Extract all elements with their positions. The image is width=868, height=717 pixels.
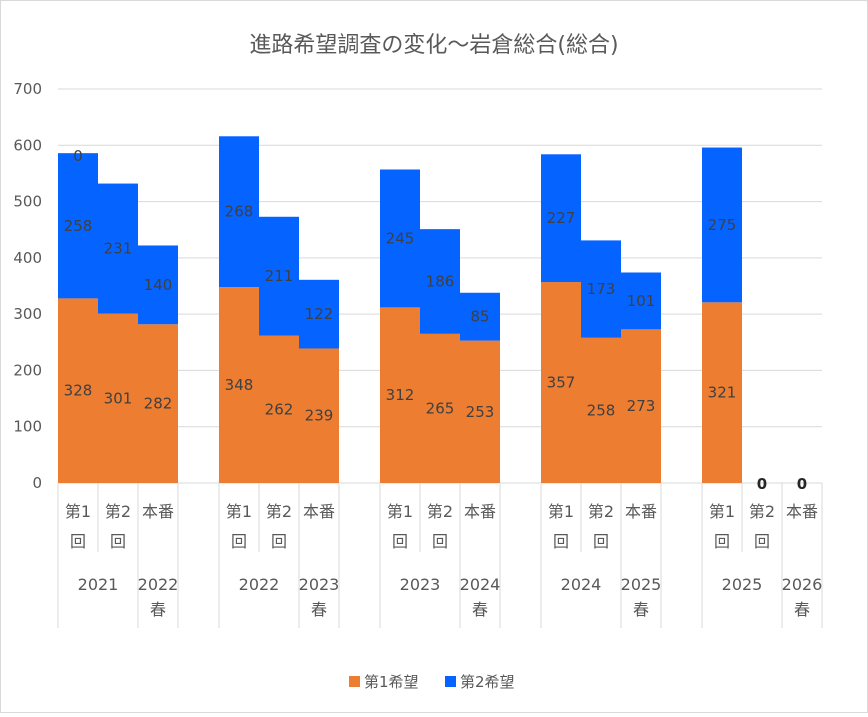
y-tick-label: 400	[13, 249, 42, 267]
bar-second-choice	[460, 292, 500, 341]
data-label-zero: 0	[797, 475, 807, 493]
category-label: 第2 回	[266, 502, 292, 551]
data-label-second: 268	[225, 203, 254, 221]
category-label: 本番	[303, 502, 335, 521]
category-label: 第2 回	[105, 502, 131, 551]
category-label: 本番	[142, 502, 174, 521]
spring-label: 2024 春	[460, 575, 501, 619]
y-tick-label: 200	[13, 361, 42, 379]
data-label-second: 211	[265, 267, 294, 285]
data-label-second: 173	[587, 280, 616, 298]
bar-second-choice	[299, 279, 339, 349]
data-label-first: 258	[587, 401, 616, 419]
legend-swatch	[445, 676, 456, 687]
bar-first-choice	[58, 298, 98, 483]
category-label: 本番	[786, 502, 818, 521]
data-label-first: 265	[426, 399, 455, 417]
category-label: 本番	[464, 502, 496, 521]
data-label-second: 245	[386, 229, 415, 247]
bar-first-choice	[138, 324, 178, 483]
category-label: 第1 回	[65, 502, 91, 551]
bar-second-choice	[259, 216, 299, 336]
data-label-second: 101	[627, 292, 656, 310]
y-tick-label: 600	[13, 136, 42, 154]
bar-second-choice	[420, 229, 460, 334]
category-label: 第2 回	[427, 502, 453, 551]
category-label: 第1 回	[226, 502, 252, 551]
data-label-first: 321	[708, 384, 737, 402]
data-label-first: 262	[265, 400, 294, 418]
bar-first-choice	[460, 340, 500, 483]
data-label-first: 239	[305, 407, 334, 425]
bar-first-choice	[621, 329, 661, 483]
year-label: 2024	[561, 575, 602, 594]
data-label-second: 140	[144, 276, 173, 294]
data-label-first: 312	[386, 386, 415, 404]
y-tick-label: 0	[32, 474, 42, 492]
chart-title: 進路希望調査の変化～岩倉総合(総合)	[249, 33, 618, 58]
bar-first-choice	[259, 335, 299, 483]
spring-label: 2022 春	[138, 575, 179, 619]
bar-second-choice	[380, 169, 420, 308]
spring-label: 2026 春	[782, 575, 823, 619]
bar-second-choice	[219, 136, 259, 288]
y-tick-label: 100	[13, 418, 42, 436]
data-label-second: 258	[64, 217, 93, 235]
data-label-second: 85	[470, 308, 489, 326]
year-label: 2025	[722, 575, 763, 594]
data-label-second: 186	[426, 272, 455, 290]
data-label-first: 273	[627, 397, 656, 415]
data-label-second: 227	[547, 209, 576, 227]
bar-first-choice	[219, 287, 259, 483]
data-label-second: 122	[305, 305, 334, 323]
category-label: 第2 回	[749, 502, 775, 551]
year-label: 2021	[78, 575, 119, 594]
bar-second-choice	[581, 240, 621, 338]
category-label: 第2 回	[588, 502, 614, 551]
bar-first-choice	[299, 348, 339, 483]
y-tick-label: 700	[13, 80, 42, 98]
bar-second-choice	[138, 245, 178, 325]
legend-label: 第1希望	[364, 673, 419, 691]
bar-first-choice	[420, 333, 460, 483]
data-label-second: 231	[104, 240, 133, 258]
category-label: 本番	[625, 502, 657, 521]
bar-second-choice	[58, 153, 98, 299]
bar-first-choice	[98, 313, 138, 483]
data-label-zero: 0	[757, 475, 767, 493]
bar-second-choice	[98, 183, 138, 314]
category-label: 第1 回	[709, 502, 735, 551]
data-label-zero: 0	[73, 147, 83, 165]
data-label-first: 328	[64, 382, 93, 400]
data-label-first: 253	[466, 403, 495, 421]
bar-second-choice	[702, 147, 742, 303]
bar-second-choice	[621, 272, 661, 330]
spring-label: 2025 春	[621, 575, 662, 619]
year-label: 2023	[400, 575, 441, 594]
bar-first-choice	[581, 337, 621, 483]
legend-label: 第2希望	[460, 673, 515, 691]
legend-swatch	[349, 676, 360, 687]
bar-second-choice	[541, 154, 581, 283]
y-tick-label: 500	[13, 193, 42, 211]
bar-first-choice	[702, 302, 742, 483]
data-label-first: 357	[547, 374, 576, 392]
category-label: 第1 回	[548, 502, 574, 551]
spring-label: 2023 春	[299, 575, 340, 619]
data-label-second: 275	[708, 216, 737, 234]
data-label-first: 348	[225, 376, 254, 394]
data-label-first: 282	[144, 395, 173, 413]
bar-first-choice	[541, 282, 581, 483]
data-label-first: 301	[104, 389, 133, 407]
bar-first-choice	[380, 307, 420, 483]
y-tick-label: 300	[13, 305, 42, 323]
year-label: 2022	[239, 575, 280, 594]
category-label: 第1 回	[387, 502, 413, 551]
